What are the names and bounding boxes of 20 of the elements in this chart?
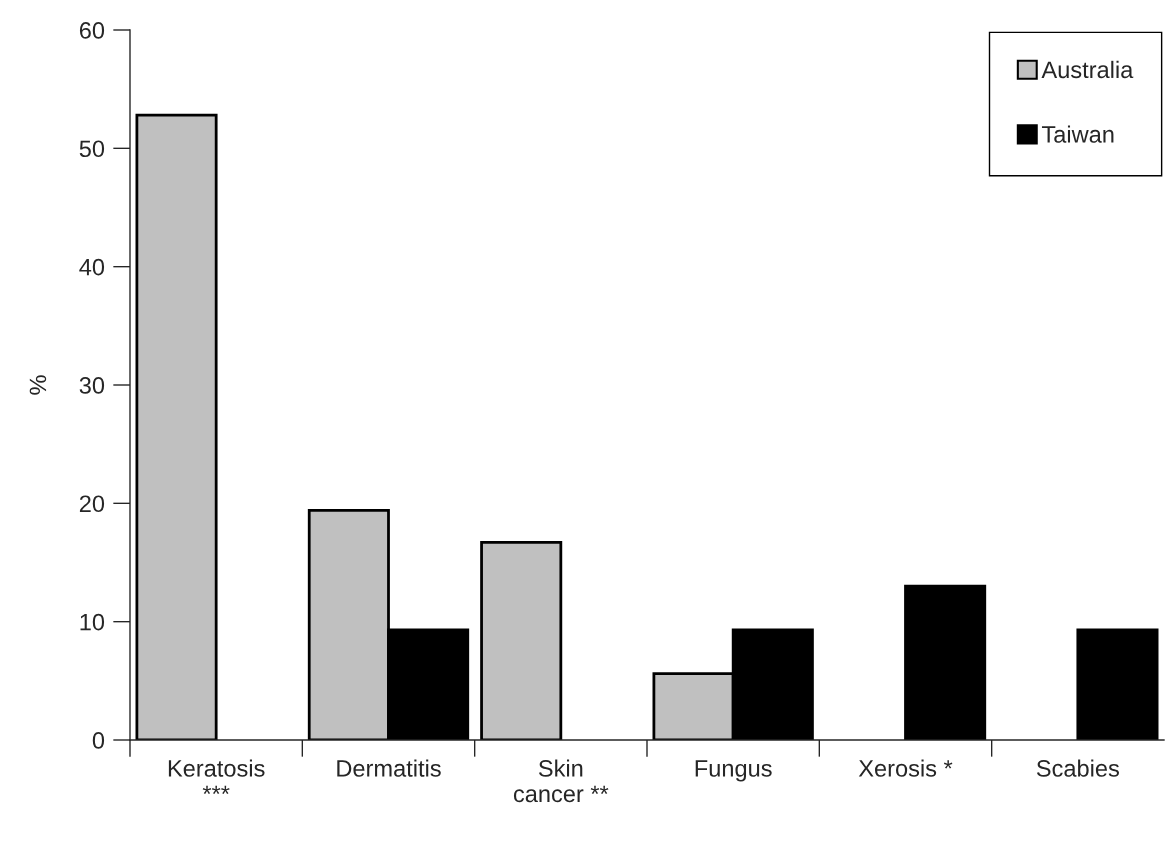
legend-label: Taiwan: [1041, 125, 1114, 143]
x-tick-label: Skin cancer **: [513, 759, 609, 803]
y-tick-label: 40: [79, 258, 105, 276]
x-tick-label: Xerosis *: [858, 759, 953, 777]
x-tick-label: Dermatitis: [337, 759, 441, 777]
x-tick-label: Scabies: [1036, 759, 1119, 777]
y-tick-label: 50: [79, 140, 105, 158]
bar: [480, 540, 563, 740]
bar: [904, 584, 987, 740]
y-tick-label: 10: [80, 613, 105, 631]
x-tick-label: Fungus: [695, 760, 772, 782]
bar: [1076, 628, 1159, 740]
y-axis-title: %: [29, 375, 47, 395]
x-tick-label: Keratosis ***: [168, 759, 265, 795]
y-tick-label: 0: [92, 732, 105, 749]
bar: [135, 113, 218, 740]
y-tick-label: 30: [79, 377, 105, 394]
legend-label: Australia: [1041, 60, 1134, 79]
y-tick-label: 20: [79, 495, 105, 513]
y-tick-label: 60: [79, 22, 105, 39]
